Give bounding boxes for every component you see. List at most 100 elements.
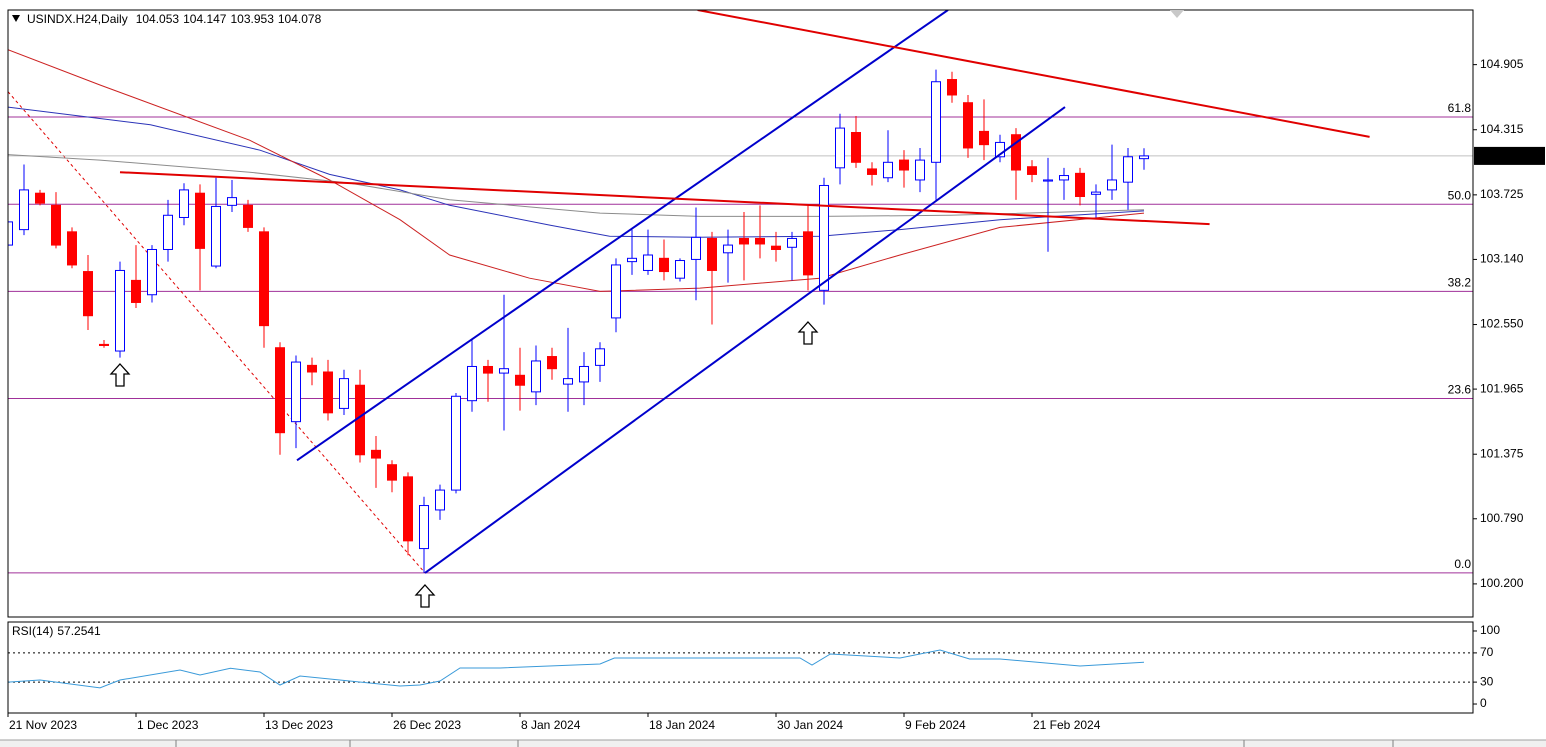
rsi-tick-label: 0: [1480, 696, 1487, 710]
candle-body: [227, 197, 237, 206]
trendline: [119, 171, 1210, 226]
up-arrow: [109, 363, 131, 387]
candle-body: [979, 130, 989, 146]
x-tick-label: 13 Dec 2023: [265, 718, 333, 732]
price-frame: [7, 9, 1474, 618]
candle-body: [611, 264, 621, 319]
candle-body: [1043, 179, 1053, 182]
menu-triangle: [12, 15, 20, 22]
candle-body: [643, 254, 653, 271]
open-value: 104.053: [136, 12, 180, 26]
candle-body: [387, 464, 397, 481]
candle-body: [259, 231, 269, 327]
candle-body: [1091, 191, 1101, 195]
y-tick-label: 100.200: [1480, 576, 1524, 590]
candle-body: [1123, 156, 1133, 183]
candle-body: [323, 371, 333, 414]
candle-body: [867, 168, 877, 175]
header: USINDX.H24,Daily 104.053 104.147 103.953 104…: [27, 12, 322, 26]
candle-body: [403, 476, 413, 542]
rsi-line: [8, 649, 1145, 689]
candle-body: [195, 192, 205, 249]
candle-body: [531, 360, 541, 393]
candle-body: [307, 364, 317, 373]
up-arrow: [797, 321, 819, 345]
candle-body: [675, 260, 685, 279]
scroll-strip: [0, 740, 1546, 747]
trendline: [296, 10, 949, 462]
candle-body: [131, 279, 141, 303]
candle-body: [211, 205, 221, 267]
candle-body: [707, 237, 717, 271]
candle-body: [275, 347, 285, 434]
candle-body: [483, 365, 493, 374]
candle-body: [99, 343, 109, 347]
candle-body: [499, 368, 509, 374]
fib-line: [8, 91, 426, 574]
candle-body: [291, 361, 301, 423]
rsi-tick-label: 30: [1480, 674, 1494, 688]
candle-body: [51, 204, 61, 246]
candle-body: [947, 79, 957, 96]
candle-body: [963, 102, 973, 149]
candle-body: [883, 161, 893, 179]
candle-body: [8, 221, 13, 246]
candle-body: [435, 489, 445, 511]
rsi-header: RSI(14) 57.2541: [12, 624, 101, 638]
candle-body: [451, 395, 461, 491]
rsi-value: 57.2541: [57, 624, 101, 638]
candle-body: [1139, 155, 1149, 160]
up-arrow: [414, 584, 436, 608]
candle-body: [467, 365, 477, 402]
price-plot: 61.8 50.0 38.2 23.6 0.0: [8, 10, 1473, 574]
candle-body: [1027, 166, 1037, 175]
symbol: USINDX.H24,Daily: [27, 12, 128, 26]
rsi-tick-label: 70: [1480, 645, 1494, 659]
candle-body: [915, 159, 925, 181]
rsi-frame: [7, 621, 1474, 714]
y-tick-label: 103.140: [1480, 252, 1524, 266]
x-tick-label: 1 Dec 2023: [137, 718, 199, 732]
candle-body: [579, 365, 589, 383]
moving-average: [8, 154, 1145, 217]
candle-body: [899, 159, 909, 171]
rsi-plot: [8, 649, 1473, 689]
candle-body: [1059, 175, 1069, 181]
candle-body: [691, 236, 701, 260]
x-tick-label: 9 Feb 2024: [905, 718, 966, 732]
candle-body: [771, 245, 781, 250]
y-tick-label: 103.725: [1480, 187, 1524, 201]
y-tick-label: 100.790: [1480, 511, 1524, 525]
candle-body: [1075, 172, 1085, 198]
candle-body: [83, 271, 93, 317]
candle-body: [179, 189, 189, 218]
candle-body: [851, 132, 861, 163]
fib-label: 38.2: [1448, 276, 1472, 290]
candle-body: [739, 237, 749, 245]
candle-body: [243, 204, 253, 228]
trendline: [424, 106, 1066, 574]
candle-body: [1107, 179, 1117, 191]
candle-body: [995, 141, 1005, 158]
fib-label: 50.0: [1448, 188, 1472, 202]
fib-label: 0.0: [1454, 557, 1471, 571]
candle-body: [419, 505, 429, 550]
candle-body: [931, 81, 941, 163]
candle-body: [515, 374, 525, 386]
bottom-strip: [0, 739, 1546, 747]
x-tick-label: 21 Feb 2024: [1033, 718, 1101, 732]
x-tick-label: 18 Jan 2024: [649, 718, 715, 732]
moving-average: [8, 106, 1145, 238]
y-tick-label: 104.905: [1480, 57, 1524, 71]
x-tick-label: 30 Jan 2024: [777, 718, 843, 732]
candle-body: [723, 244, 733, 254]
candle-body: [1011, 134, 1021, 171]
shift-marker: [1170, 10, 1184, 18]
candle-body: [835, 127, 845, 169]
candle-body: [787, 237, 797, 248]
y-tick-label: 101.375: [1480, 446, 1524, 460]
trendline: [697, 10, 1370, 138]
x-tick-label: 26 Dec 2023: [393, 718, 461, 732]
